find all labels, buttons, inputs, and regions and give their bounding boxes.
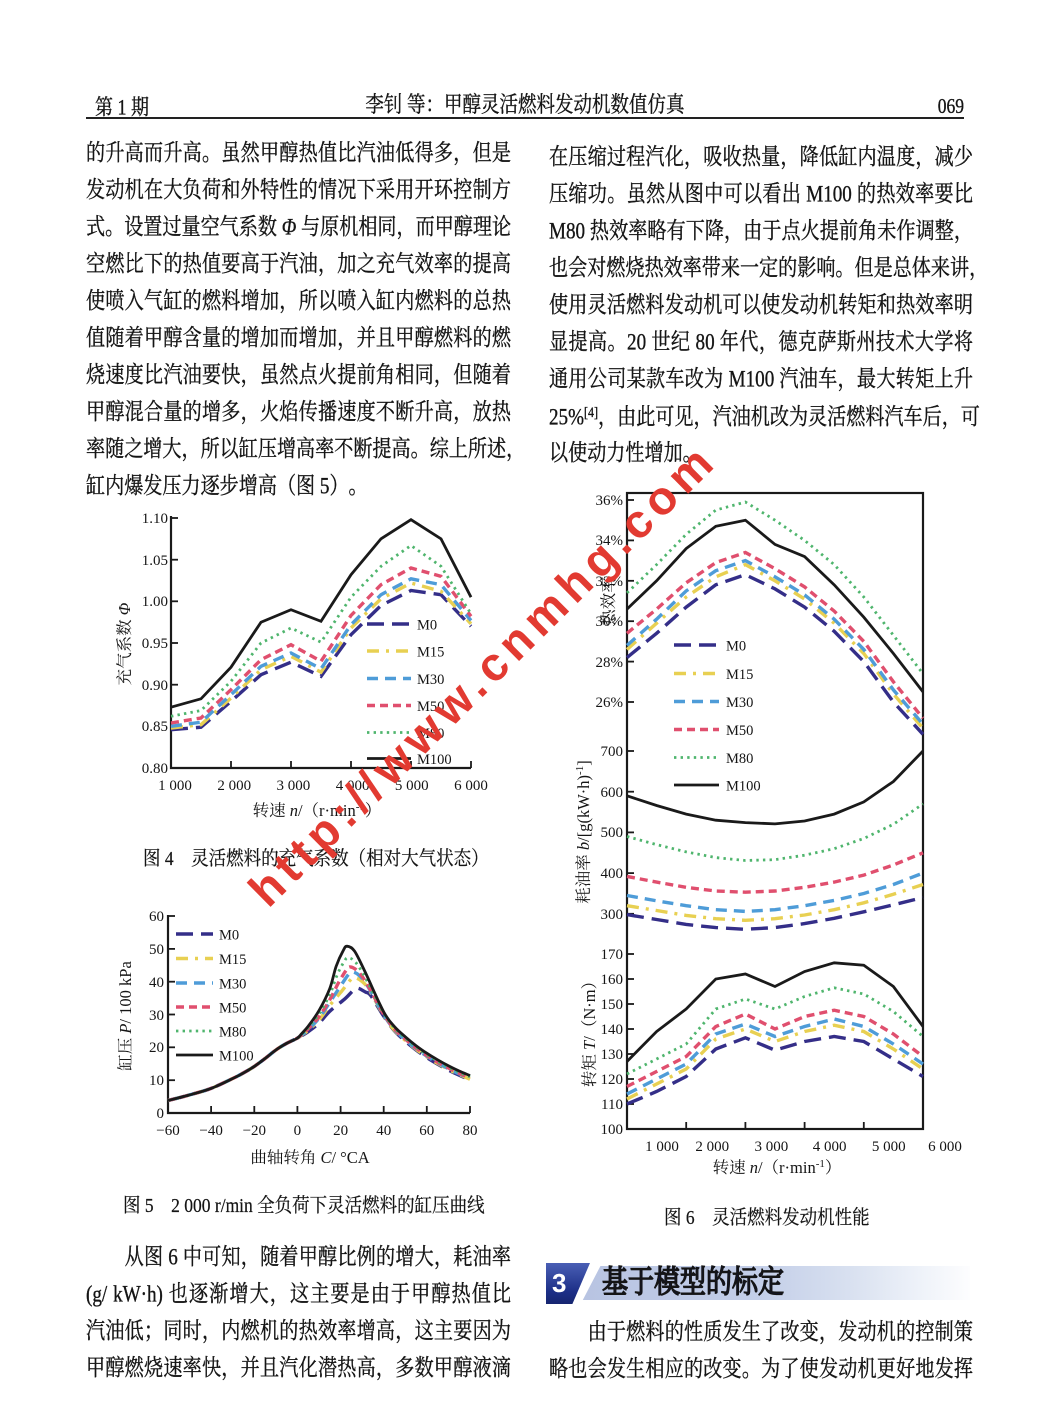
svg-text:1.05: 1.05 (142, 553, 168, 569)
svg-text:耗油率 b/[g(kW·h)-1]: 耗油率 b/[g(kW·h)-1] (574, 760, 593, 903)
svg-text:M30: M30 (726, 695, 753, 711)
svg-text:40: 40 (149, 975, 164, 991)
svg-text:M0: M0 (219, 928, 239, 944)
svg-text:0.80: 0.80 (142, 761, 168, 777)
svg-text:−40: −40 (199, 1123, 222, 1139)
svg-text:3 000: 3 000 (277, 778, 311, 794)
svg-text:32%: 32% (596, 574, 624, 590)
svg-text:0.95: 0.95 (142, 636, 168, 652)
svg-text:M100: M100 (219, 1049, 254, 1065)
svg-text:M100: M100 (726, 779, 761, 795)
svg-text:缸压 P/ 100 kPa: 缸压 P/ 100 kPa (116, 961, 135, 1071)
svg-text:40: 40 (376, 1123, 391, 1139)
svg-text:10: 10 (149, 1073, 164, 1089)
svg-text:120: 120 (601, 1072, 624, 1088)
svg-text:5 000: 5 000 (395, 778, 429, 794)
svg-text:M15: M15 (219, 952, 246, 968)
svg-text:曲轴转角 C/ °CA: 曲轴转角 C/ °CA (250, 1148, 369, 1167)
svg-text:0.85: 0.85 (142, 719, 168, 735)
svg-text:130: 130 (601, 1047, 624, 1063)
svg-text:热效率: 热效率 (599, 576, 618, 626)
svg-text:−20: −20 (243, 1123, 266, 1139)
svg-text:28%: 28% (596, 655, 624, 671)
svg-text:M30: M30 (417, 672, 444, 688)
svg-text:M50: M50 (726, 723, 753, 739)
svg-text:600: 600 (601, 785, 624, 801)
svg-text:M100: M100 (417, 752, 452, 768)
svg-text:700: 700 (601, 744, 624, 760)
svg-text:M15: M15 (726, 667, 753, 683)
svg-text:M0: M0 (726, 639, 746, 655)
svg-text:1 000: 1 000 (158, 778, 192, 794)
svg-text:1 000: 1 000 (645, 1139, 679, 1155)
svg-text:1.00: 1.00 (142, 594, 168, 610)
svg-text:140: 140 (601, 1022, 624, 1038)
svg-text:30: 30 (149, 1008, 164, 1024)
svg-text:400: 400 (601, 866, 624, 882)
svg-text:30%: 30% (596, 614, 624, 630)
svg-text:1.10: 1.10 (142, 511, 168, 527)
svg-text:160: 160 (601, 972, 624, 988)
svg-text:M0: M0 (417, 618, 437, 634)
svg-text:26%: 26% (596, 695, 624, 711)
svg-text:M15: M15 (417, 645, 444, 661)
svg-text:60: 60 (149, 909, 164, 925)
svg-text:0: 0 (294, 1123, 302, 1139)
svg-text:4 000: 4 000 (336, 778, 370, 794)
svg-text:20: 20 (333, 1123, 348, 1139)
svg-text:充气系数 Φ: 充气系数 Φ (115, 602, 134, 685)
svg-text:3 000: 3 000 (755, 1139, 789, 1155)
svg-text:0.90: 0.90 (142, 678, 168, 694)
svg-text:2 000: 2 000 (217, 778, 251, 794)
svg-text:500: 500 (601, 825, 624, 841)
svg-text:80: 80 (463, 1123, 478, 1139)
svg-text:转速 n/（r·min-1）: 转速 n/（r·min-1） (713, 1158, 842, 1177)
svg-text:150: 150 (601, 997, 624, 1013)
svg-text:6 000: 6 000 (928, 1139, 962, 1155)
svg-text:4 000: 4 000 (813, 1139, 847, 1155)
svg-text:36%: 36% (596, 493, 624, 509)
svg-text:50: 50 (149, 942, 164, 958)
svg-text:6 000: 6 000 (454, 778, 488, 794)
svg-text:34%: 34% (596, 533, 624, 549)
svg-text:20: 20 (149, 1040, 164, 1056)
svg-text:2 000: 2 000 (695, 1139, 729, 1155)
svg-text:60: 60 (419, 1123, 434, 1139)
svg-text:M80: M80 (726, 751, 753, 767)
svg-text:170: 170 (601, 947, 624, 963)
svg-text:M50: M50 (219, 1001, 246, 1017)
svg-text:0: 0 (157, 1106, 165, 1122)
svg-text:M80: M80 (219, 1025, 246, 1041)
svg-text:M80: M80 (417, 726, 444, 742)
svg-text:110: 110 (601, 1097, 623, 1113)
svg-text:M30: M30 (219, 977, 246, 993)
svg-text:转速 n/（r·min-1）: 转速 n/（r·min-1） (253, 801, 382, 820)
svg-text:300: 300 (601, 907, 624, 923)
svg-text:5 000: 5 000 (872, 1139, 906, 1155)
svg-text:−60: −60 (156, 1123, 179, 1139)
svg-text:M50: M50 (417, 699, 444, 715)
svg-text:100: 100 (601, 1122, 624, 1138)
svg-text:转矩 T/（N·m）: 转矩 T/（N·m） (580, 973, 599, 1087)
